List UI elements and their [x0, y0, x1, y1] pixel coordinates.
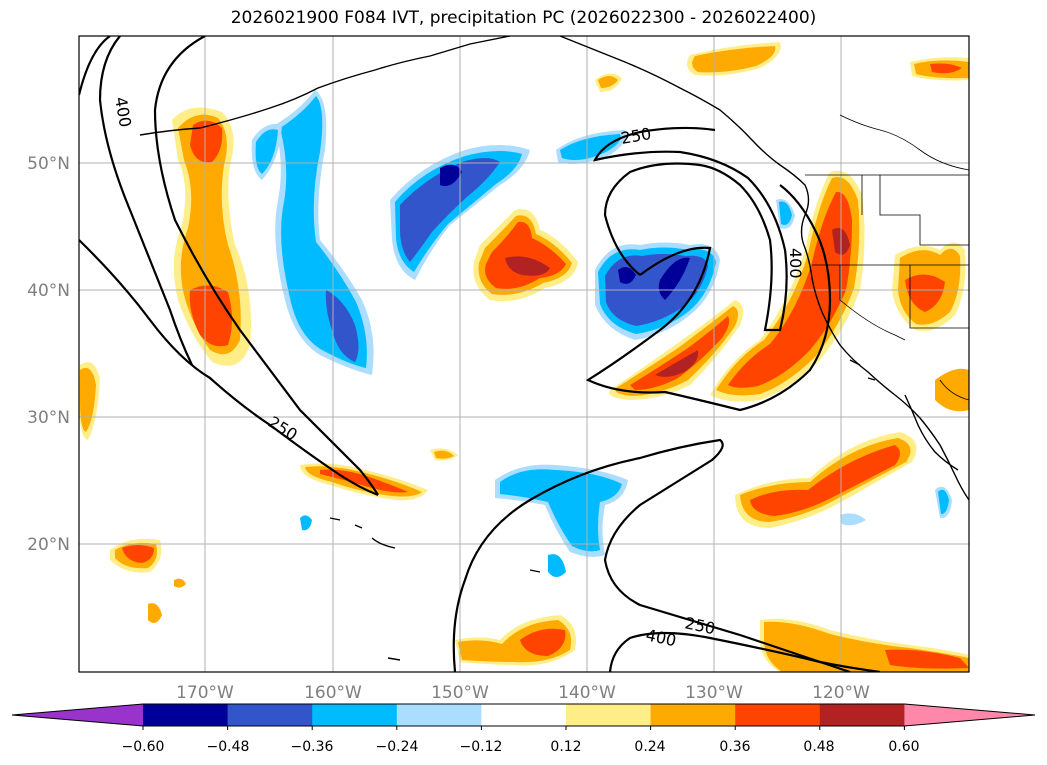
lon-label-140w: 140°W [558, 683, 616, 703]
cb-label-8: 0.48 [803, 739, 834, 755]
colorbar-segment [396, 704, 482, 726]
cb-label-2: −0.36 [291, 739, 334, 755]
lon-label-150w: 150°W [431, 683, 489, 703]
colorbar-tick-labels: −0.60 −0.48 −0.36 −0.24 −0.12 0.12 0.24 … [122, 739, 920, 755]
lat-label-50n: 50°N [27, 154, 70, 174]
map-title: 2026021900 F084 IVT, precipitation PC (2… [230, 8, 817, 28]
cb-label-4: −0.12 [460, 739, 503, 755]
colorbar-segment [735, 704, 821, 726]
colorbar-segment [227, 704, 313, 726]
precip-positive-fills [79, 42, 969, 672]
colorbar-segment [143, 704, 229, 726]
ivt-contours [79, 36, 881, 672]
colorbar-segment [481, 704, 567, 726]
cb-label-6: 0.24 [634, 739, 665, 755]
lon-label-130w: 130°W [685, 683, 743, 703]
cb-label-1: −0.48 [207, 739, 250, 755]
latitude-labels: 50°N 40°N 30°N 20°N [27, 154, 70, 555]
coastlines [139, 36, 969, 661]
cb-label-9: 0.60 [888, 739, 919, 755]
colorbar-segment [650, 704, 736, 726]
colorbar-segment [312, 704, 398, 726]
colorbar-segment [566, 704, 652, 726]
cb-label-3: −0.24 [376, 739, 419, 755]
contour-label-400-coast: 400 [786, 248, 805, 279]
lon-label-170w: 170°W [176, 683, 234, 703]
lon-label-160w: 160°W [304, 683, 362, 703]
map-frame [78, 35, 970, 673]
colorbar-extend-high [904, 704, 1035, 726]
colorbar-segment [819, 704, 905, 726]
colorbar [11, 703, 1036, 730]
contour-labels: 400 250 250 400 250 400 [111, 95, 805, 650]
state-borders [805, 114, 969, 401]
cb-label-0: −0.60 [122, 739, 165, 755]
longitude-labels: 170°W 160°W 150°W 140°W 130°W 120°W [176, 683, 870, 703]
graticule [79, 36, 969, 672]
lat-label-20n: 20°N [27, 535, 70, 555]
lat-label-40n: 40°N [27, 281, 70, 301]
cb-label-7: 0.36 [719, 739, 750, 755]
lon-label-120w: 120°W [812, 683, 870, 703]
precip-negative-fills [251, 90, 952, 577]
lat-label-30n: 30°N [27, 408, 70, 428]
cb-label-5: 0.12 [550, 739, 581, 755]
colorbar-extend-low [12, 704, 143, 726]
